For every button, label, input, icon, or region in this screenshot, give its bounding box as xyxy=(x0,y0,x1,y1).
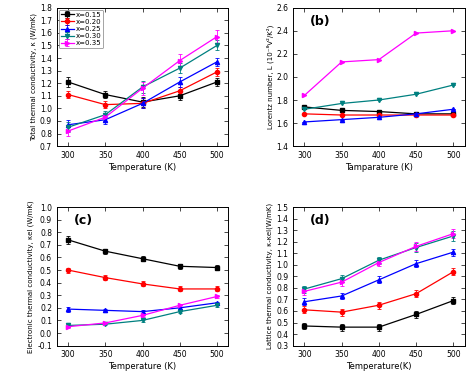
Text: (c): (c) xyxy=(74,214,93,227)
Y-axis label: Lattice thermal conductivity, κ-κel(W/mK): Lattice thermal conductivity, κ-κel(W/mK… xyxy=(267,203,273,349)
X-axis label: Temperature(K): Temperature(K) xyxy=(346,362,411,371)
Text: (b): (b) xyxy=(310,15,331,28)
X-axis label: Tamparature (K): Tamparature (K) xyxy=(345,163,413,172)
X-axis label: Temperature (K): Temperature (K) xyxy=(109,362,177,371)
Y-axis label: Total thermal conductivity, κ (W/mK): Total thermal conductivity, κ (W/mK) xyxy=(31,13,37,141)
Y-axis label: Electronic thermal conductivity, κel (W/mK): Electronic thermal conductivity, κel (W/… xyxy=(28,200,35,353)
Legend: x=0.15, x=0.20, x=0.25, x=0.30, x=0.35: x=0.15, x=0.20, x=0.25, x=0.30, x=0.35 xyxy=(59,10,103,48)
Y-axis label: Lorentz number, L (10⁻⁸V²/K²): Lorentz number, L (10⁻⁸V²/K²) xyxy=(266,25,273,129)
X-axis label: Temperature (K): Temperature (K) xyxy=(109,163,177,172)
Text: (d): (d) xyxy=(310,214,331,227)
Text: (a): (a) xyxy=(74,15,94,28)
